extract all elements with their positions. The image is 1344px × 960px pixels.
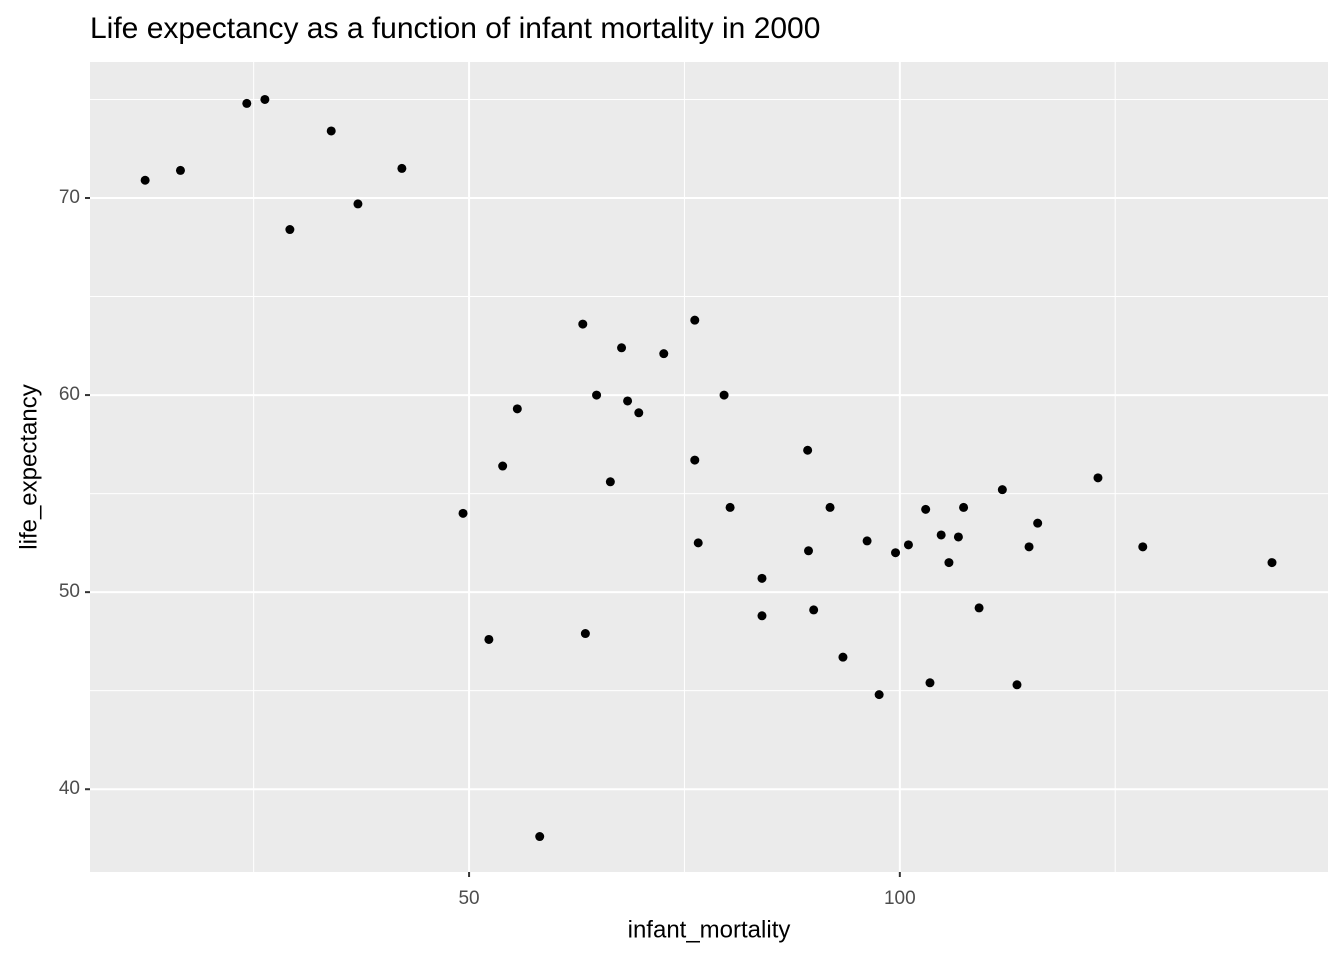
chart-title: Life expectancy as a function of infant …	[90, 12, 820, 45]
x-tick-label: 50	[458, 888, 479, 909]
point	[659, 349, 669, 359]
point	[874, 690, 884, 700]
y-axis-label: life_expectancy	[15, 384, 42, 549]
point	[953, 532, 963, 542]
point	[725, 502, 735, 512]
point	[936, 530, 946, 540]
point	[592, 390, 602, 400]
point	[862, 536, 872, 546]
point	[804, 546, 814, 556]
point	[690, 315, 700, 325]
point	[997, 485, 1007, 495]
point	[921, 504, 931, 514]
point	[578, 319, 588, 329]
point	[825, 502, 835, 512]
point	[757, 611, 767, 621]
point	[353, 199, 363, 209]
point	[944, 558, 954, 568]
point	[242, 98, 252, 108]
y-tick-label: 50	[59, 581, 80, 602]
point	[719, 390, 729, 400]
point	[757, 573, 767, 583]
point	[1138, 542, 1148, 552]
point	[1093, 473, 1103, 483]
point	[535, 832, 545, 842]
point	[1024, 542, 1034, 552]
point	[484, 634, 494, 644]
point	[1267, 558, 1277, 568]
point	[397, 163, 407, 173]
point	[838, 652, 848, 662]
point	[974, 603, 984, 613]
point	[803, 445, 813, 455]
point	[175, 165, 185, 175]
point	[605, 477, 615, 487]
point	[617, 343, 627, 353]
point	[458, 508, 468, 518]
point	[891, 548, 901, 558]
panel	[90, 62, 1328, 872]
point	[693, 538, 703, 548]
point	[809, 605, 819, 615]
point	[285, 225, 295, 235]
point	[634, 408, 644, 418]
point	[959, 502, 969, 512]
point	[903, 540, 913, 550]
point	[1033, 518, 1043, 528]
point	[925, 678, 935, 688]
y-tick-label: 70	[59, 187, 80, 208]
point	[512, 404, 522, 414]
y-tick-label: 40	[59, 778, 80, 799]
point	[690, 455, 700, 465]
point	[140, 175, 150, 185]
point	[260, 94, 270, 104]
point	[326, 126, 336, 136]
point	[580, 629, 590, 639]
point	[1012, 680, 1022, 690]
point	[498, 461, 508, 471]
x-tick-label: 100	[884, 888, 916, 909]
x-axis-label: infant_mortality	[628, 916, 791, 943]
y-tick-label: 60	[59, 384, 80, 405]
point	[623, 396, 633, 406]
